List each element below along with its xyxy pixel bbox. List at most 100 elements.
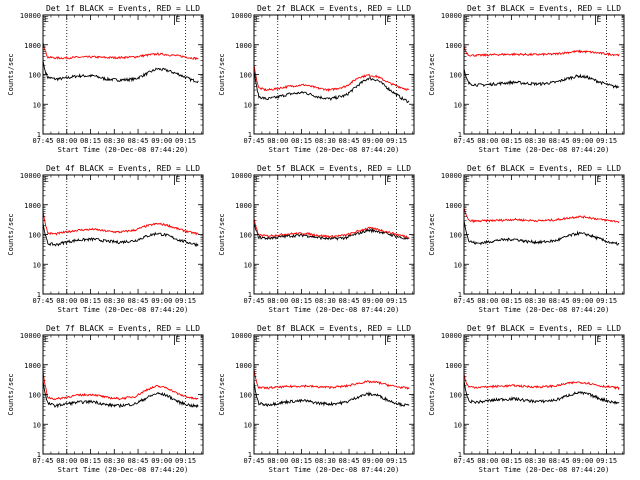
x-tick-label: 08:15 (501, 457, 522, 465)
y-tick-label: 10000 (441, 12, 462, 20)
y-tick-label: 1 (248, 451, 252, 459)
y-tick-label: 1 (37, 291, 41, 299)
x-tick-label: 08:15 (80, 457, 101, 465)
y-tick-label: 1 (458, 131, 462, 139)
y-tick-label: 100 (239, 392, 252, 400)
events-marker-end: E (596, 15, 601, 24)
y-tick-label: 10 (33, 101, 41, 109)
x-tick-label: 08:30 (104, 137, 125, 145)
events-series-line (253, 222, 410, 241)
panel-title: Det 7f BLACK = Events, RED = LLD (46, 324, 200, 333)
y-tick-label: 10000 (20, 172, 41, 180)
events-marker-start: E (465, 335, 470, 344)
plot-frame (463, 334, 625, 455)
x-tick-label: 08:00 (267, 137, 288, 145)
x-tick-label: 08:00 (477, 457, 498, 465)
y-tick-label: 10000 (231, 172, 252, 180)
x-tick-label: 08:45 (128, 137, 149, 145)
events-marker-end: E (386, 15, 391, 24)
y-tick-label: 10000 (20, 12, 41, 20)
y-tick-label: 1000 (445, 202, 462, 210)
start-time-label: Start Time (20-Dec-08 07:44:20) (58, 466, 189, 474)
x-tick-label: 09:15 (175, 137, 196, 145)
x-tick-label: 08:45 (339, 297, 360, 305)
x-tick-label: 07:45 (453, 137, 474, 145)
x-tick-label: 07:45 (32, 137, 53, 145)
y-tick-label: 100 (28, 392, 41, 400)
y-tick-label: 1000 (24, 362, 41, 370)
panel-title: Det 8f BLACK = Events, RED = LLD (257, 324, 411, 333)
y-tick-label: 100 (28, 232, 41, 240)
lld-series-line (463, 207, 620, 224)
x-tick-label: 08:30 (104, 297, 125, 305)
x-tick-label: 07:45 (453, 457, 474, 465)
x-tick-label: 08:15 (291, 297, 312, 305)
start-time-label: Start Time (20-Dec-08 07:44:20) (479, 306, 610, 314)
x-tick-label: 07:45 (243, 297, 264, 305)
x-tick-label: 07:45 (32, 457, 53, 465)
x-tick-label: 08:00 (477, 137, 498, 145)
x-tick-label: 08:00 (56, 297, 77, 305)
events-marker-start: E (44, 15, 49, 24)
y-tick-label: 10000 (231, 12, 252, 20)
events-marker-end: E (175, 15, 180, 24)
events-marker-start: E (255, 335, 260, 344)
lld-series-line (42, 211, 199, 236)
y-tick-label: 1 (248, 131, 252, 139)
events-marker-start: E (465, 15, 470, 24)
x-tick-label: 08:45 (549, 137, 570, 145)
events-series-line (463, 220, 620, 246)
start-time-label: Start Time (20-Dec-08 07:44:20) (58, 306, 189, 314)
x-tick-label: 09:00 (572, 457, 593, 465)
x-tick-label: 09:00 (151, 457, 172, 465)
lld-series-line (463, 45, 620, 58)
y-tick-label: 10 (454, 261, 462, 269)
y-axis-label: Counts/sec (7, 373, 15, 415)
y-axis-label: Counts/sec (7, 53, 15, 95)
x-tick-label: 08:30 (315, 457, 336, 465)
plot-frame (253, 14, 415, 135)
plot-frame (42, 334, 204, 455)
x-tick-label: 08:45 (128, 457, 149, 465)
x-tick-label: 09:15 (596, 457, 617, 465)
y-tick-label: 1000 (445, 362, 462, 370)
plot-frame (42, 174, 204, 295)
events-marker-start: E (255, 15, 260, 24)
events-series-line (253, 381, 410, 408)
panel-title: Det 2f BLACK = Events, RED = LLD (257, 4, 411, 13)
events-marker-start: E (44, 175, 49, 184)
events-marker-end: E (386, 175, 391, 184)
x-tick-label: 07:45 (243, 137, 264, 145)
events-series-line (253, 69, 410, 103)
x-tick-label: 08:15 (291, 137, 312, 145)
x-tick-label: 08:30 (315, 137, 336, 145)
panel-title: Det 9f BLACK = Events, RED = LLD (467, 324, 621, 333)
events-marker-end: E (175, 335, 180, 344)
y-tick-label: 10000 (441, 332, 462, 340)
x-tick-label: 08:15 (80, 297, 101, 305)
y-axis-label: Counts/sec (428, 213, 436, 255)
x-tick-label: 08:15 (80, 137, 101, 145)
y-tick-label: 10 (454, 421, 462, 429)
events-marker-end: E (175, 175, 180, 184)
panel-title: Det 5f BLACK = Events, RED = LLD (257, 164, 411, 173)
y-tick-label: 100 (239, 232, 252, 240)
x-tick-label: 08:30 (104, 457, 125, 465)
start-time-label: Start Time (20-Dec-08 07:44:20) (269, 306, 400, 314)
x-tick-label: 08:30 (525, 297, 546, 305)
events-marker-start: E (465, 175, 470, 184)
start-time-label: Start Time (20-Dec-08 07:44:20) (479, 466, 610, 474)
y-tick-label: 10 (454, 101, 462, 109)
y-tick-label: 1000 (24, 42, 41, 50)
x-tick-label: 08:00 (477, 297, 498, 305)
events-marker-end: E (596, 175, 601, 184)
events-series-line (42, 222, 199, 247)
y-tick-label: 1 (37, 451, 41, 459)
x-tick-label: 09:00 (151, 137, 172, 145)
lld-series-line (463, 373, 620, 391)
x-tick-label: 09:00 (362, 297, 383, 305)
x-tick-label: 08:15 (291, 457, 312, 465)
lld-series-line (253, 218, 410, 239)
y-tick-label: 1000 (445, 42, 462, 50)
